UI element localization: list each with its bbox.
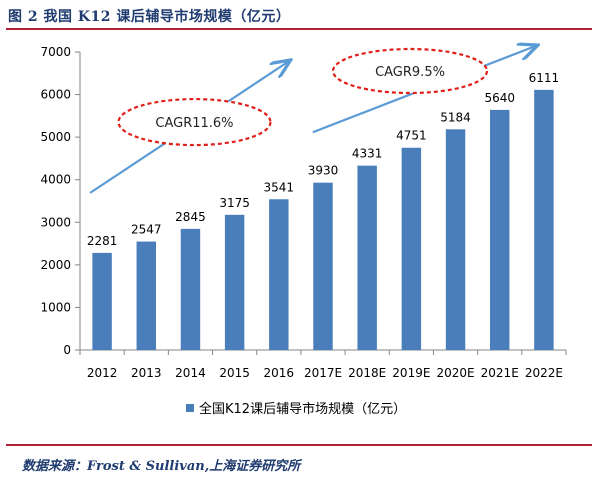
bar — [357, 165, 377, 350]
data-label: 2547 — [131, 223, 162, 237]
x-tick-label: 2021E — [481, 366, 519, 380]
bar — [490, 109, 510, 350]
bar — [269, 199, 289, 350]
bars: 2281 2547 2845 3175 3541 3930 4331 4751 5184 5640… — [87, 71, 559, 350]
x-tick-label: 2017E — [304, 366, 342, 380]
source-divider — [6, 444, 592, 446]
source-note: 数据来源：Frost & Sullivan,上海证券研究所 — [22, 459, 301, 474]
bar — [180, 228, 201, 350]
y-tick-label: 1000 — [40, 300, 71, 314]
bar — [445, 129, 466, 350]
x-tick-label: 2018E — [348, 366, 386, 380]
legend-label: 全国K12课后辅导市场规模（亿元） — [199, 401, 406, 417]
bar — [313, 182, 333, 350]
cagr-ellipse — [331, 47, 489, 95]
cagr-label: CAGR11.6% — [155, 116, 233, 131]
legend: 全国K12课后辅导市场规模（亿元） — [186, 401, 406, 417]
x-tick-label: 2014 — [175, 366, 206, 380]
data-label: 3541 — [264, 180, 295, 194]
title-divider — [6, 28, 592, 30]
cagr-label: CAGR9.5% — [375, 65, 445, 80]
bar — [136, 241, 156, 350]
trend-annotations: CAGR11.6% CAGR9.5% — [89, 46, 536, 194]
data-label: 4331 — [352, 147, 383, 161]
bar — [224, 214, 245, 350]
x-tick-label: 2015 — [219, 366, 250, 380]
y-tick-label: 3000 — [40, 215, 71, 229]
y-tick-label: 0 — [63, 343, 71, 357]
x-tick-label: 2013 — [131, 366, 162, 380]
x-tick-label: 2012 — [87, 366, 118, 380]
data-label: 4751 — [396, 129, 427, 143]
x-tick-label: 2020E — [436, 366, 474, 380]
x-tick-label: 2019E — [392, 366, 430, 380]
y-tick-label: 5000 — [40, 130, 71, 144]
data-label: 3175 — [219, 196, 250, 210]
y-tick-label: 6000 — [40, 88, 71, 102]
x-tick-label: 2016 — [264, 366, 295, 380]
data-label: 5184 — [440, 110, 471, 124]
data-label: 2281 — [87, 234, 118, 248]
cagr-ellipse — [117, 97, 272, 147]
bar — [401, 147, 422, 350]
x-tick-label: 2022E — [525, 366, 563, 380]
bar — [92, 252, 112, 350]
axes: 0 1000 2000 3000 4000 5000 6000 7000 2012 2013 201… — [40, 45, 567, 380]
figure-title: 图 2 我国 K12 课后辅导市场规模（亿元） — [8, 9, 291, 25]
data-label: 2845 — [175, 210, 206, 224]
y-tick-label: 2000 — [40, 258, 71, 272]
data-label: 3930 — [308, 164, 339, 178]
bar — [534, 89, 554, 350]
legend-swatch — [186, 404, 194, 412]
data-label: 6111 — [529, 71, 560, 85]
data-label: 5640 — [484, 91, 515, 105]
y-tick-label: 7000 — [40, 45, 71, 59]
y-tick-label: 4000 — [40, 173, 71, 187]
